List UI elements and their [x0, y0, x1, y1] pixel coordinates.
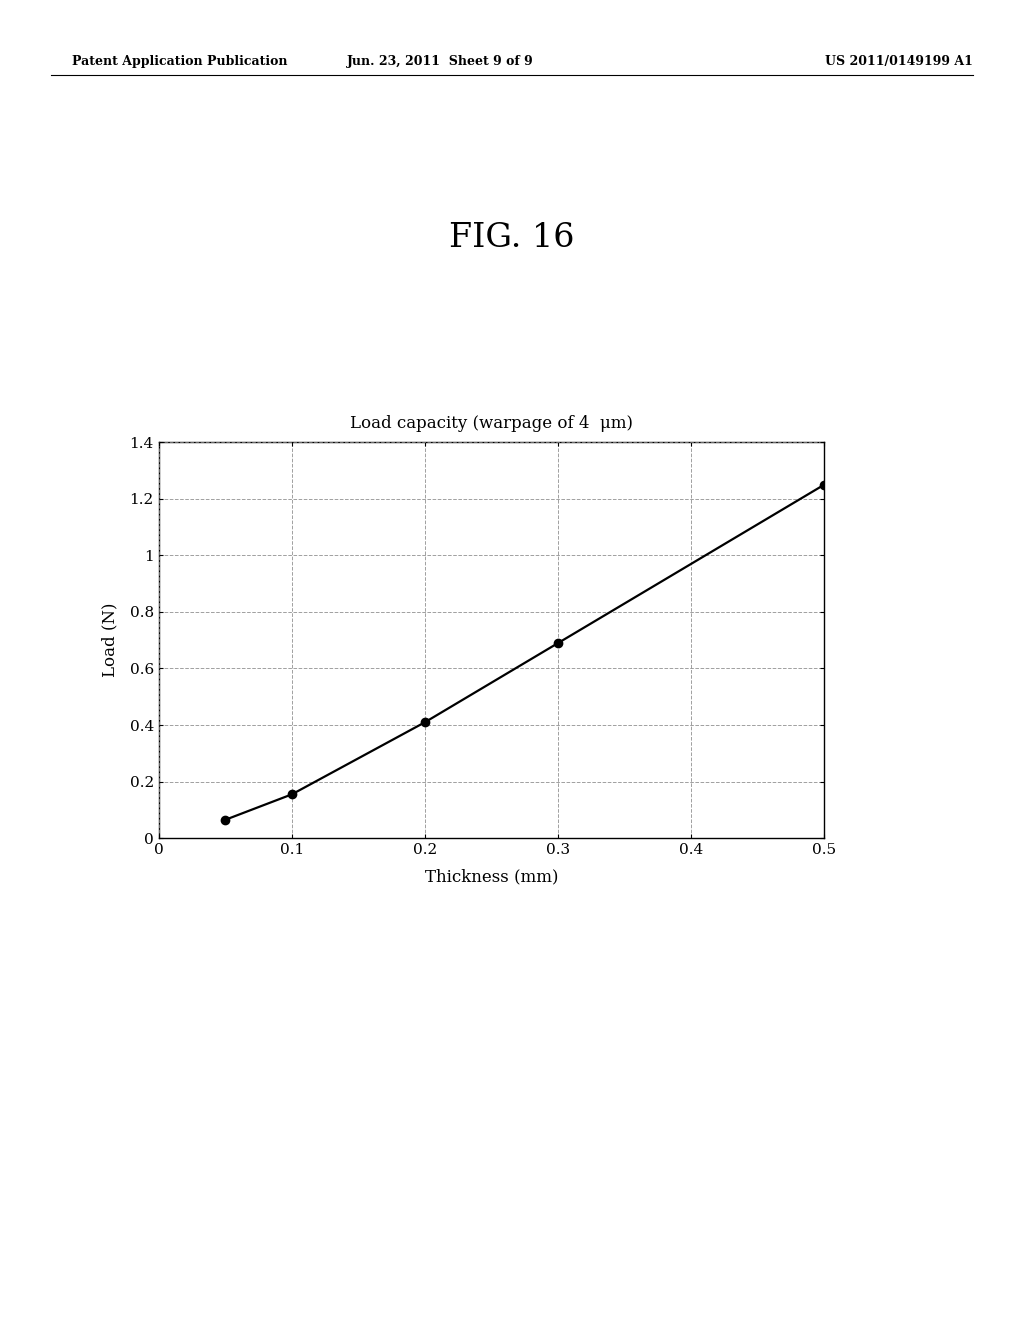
Text: US 2011/0149199 A1: US 2011/0149199 A1	[825, 55, 973, 69]
Title: Load capacity (warpage of 4  μm): Load capacity (warpage of 4 μm)	[350, 416, 633, 433]
Text: Patent Application Publication: Patent Application Publication	[72, 55, 287, 69]
X-axis label: Thickness (mm): Thickness (mm)	[425, 869, 558, 886]
Text: FIG. 16: FIG. 16	[450, 222, 574, 253]
Text: Jun. 23, 2011  Sheet 9 of 9: Jun. 23, 2011 Sheet 9 of 9	[347, 55, 534, 69]
Y-axis label: Load (N): Load (N)	[101, 603, 119, 677]
